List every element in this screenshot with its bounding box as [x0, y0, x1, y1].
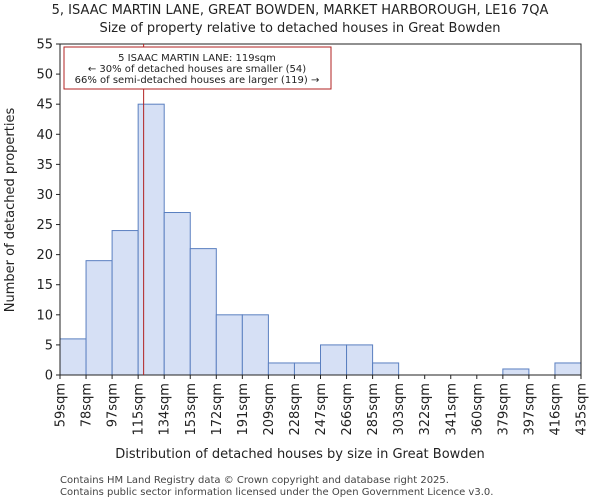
x-tick-label: 59sqm: [54, 383, 69, 427]
annotation-line-2: ← 30% of detached houses are smaller (54…: [88, 64, 306, 75]
x-tick-label: 153sqm: [184, 383, 199, 436]
histogram-bar: [111, 230, 139, 376]
annotation-box: 5 ISAAC MARTIN LANE: 119sqm ← 30% of det…: [63, 46, 332, 90]
x-axis-label: Distribution of detached houses by size …: [115, 447, 485, 462]
histogram-bar: [241, 314, 269, 376]
y-tick-label: 50: [36, 68, 53, 83]
histogram-bar: [59, 338, 87, 376]
y-tick-label: 0: [45, 369, 53, 384]
y-axis-label: Number of detached properties: [3, 108, 18, 313]
histogram-bar: [189, 248, 217, 376]
annotation-line-1: 5 ISAAC MARTIN LANE: 119sqm: [118, 53, 276, 64]
x-tick-label: 172sqm: [210, 383, 225, 436]
bars-group: [59, 103, 582, 376]
x-tick-label: 397sqm: [522, 383, 537, 436]
x-tick-label: 115sqm: [132, 383, 147, 436]
histogram-bar: [554, 362, 582, 376]
x-tick-label: 360sqm: [470, 383, 485, 436]
plot-frame: [59, 43, 582, 376]
x-tick-label: 228sqm: [288, 383, 303, 436]
histogram-bar: [372, 362, 400, 376]
x-tick-label: 209sqm: [262, 383, 277, 436]
x-tick-label: 303sqm: [392, 383, 407, 436]
histogram-bar: [346, 344, 374, 376]
histogram-bar: [502, 368, 530, 376]
x-ticks-group: 59sqm 78sqm 97sqm 115sqm 134sqm 153sqm 172sqm 1…: [54, 375, 590, 436]
x-tick-label: 78sqm: [80, 383, 95, 427]
x-tick-label: 247sqm: [314, 383, 329, 436]
chart-subtitle: Size of property relative to detached ho…: [99, 21, 500, 36]
x-tick-label: 266sqm: [340, 383, 355, 436]
x-tick-label: 379sqm: [496, 383, 511, 436]
x-tick-label: 97sqm: [106, 383, 121, 427]
histogram-bar: [137, 103, 165, 376]
histogram-bar: [320, 344, 348, 376]
x-tick-label: 435sqm: [575, 383, 590, 436]
y-tick-label: 25: [36, 218, 53, 233]
histogram-bar: [85, 260, 113, 376]
y-tick-label: 10: [36, 308, 53, 323]
footer-line-1: Contains HM Land Registry data © Crown c…: [60, 475, 449, 486]
x-tick-label: 322sqm: [418, 383, 433, 436]
footer-line-2: Contains public sector information licen…: [60, 487, 493, 498]
x-tick-label: 341sqm: [444, 383, 459, 436]
histogram-bar: [215, 314, 243, 376]
y-tick-label: 40: [36, 128, 53, 143]
x-tick-label: 134sqm: [158, 383, 173, 436]
y-tick-label: 5: [45, 338, 53, 353]
histogram-bar: [163, 212, 191, 376]
y-tick-label: 20: [36, 248, 53, 263]
chart-title: 5, ISAAC MARTIN LANE, GREAT BOWDEN, MARK…: [52, 3, 549, 18]
y-tick-label: 35: [36, 158, 53, 173]
histogram-bar: [267, 362, 295, 376]
x-tick-label: 416sqm: [548, 383, 563, 436]
x-tick-label: 191sqm: [236, 383, 251, 436]
histogram-bar: [293, 362, 322, 376]
y-tick-label: 55: [36, 38, 53, 53]
y-tick-label: 45: [36, 98, 53, 113]
annotation-line-3: 66% of semi-detached houses are larger (…: [75, 75, 320, 86]
x-tick-label: 285sqm: [366, 383, 381, 436]
y-tick-label: 15: [36, 278, 53, 293]
y-tick-label: 30: [36, 188, 53, 203]
y-ticks-group: 0 5 10 15 20 25 30 35 40 45 50 55: [36, 38, 60, 384]
